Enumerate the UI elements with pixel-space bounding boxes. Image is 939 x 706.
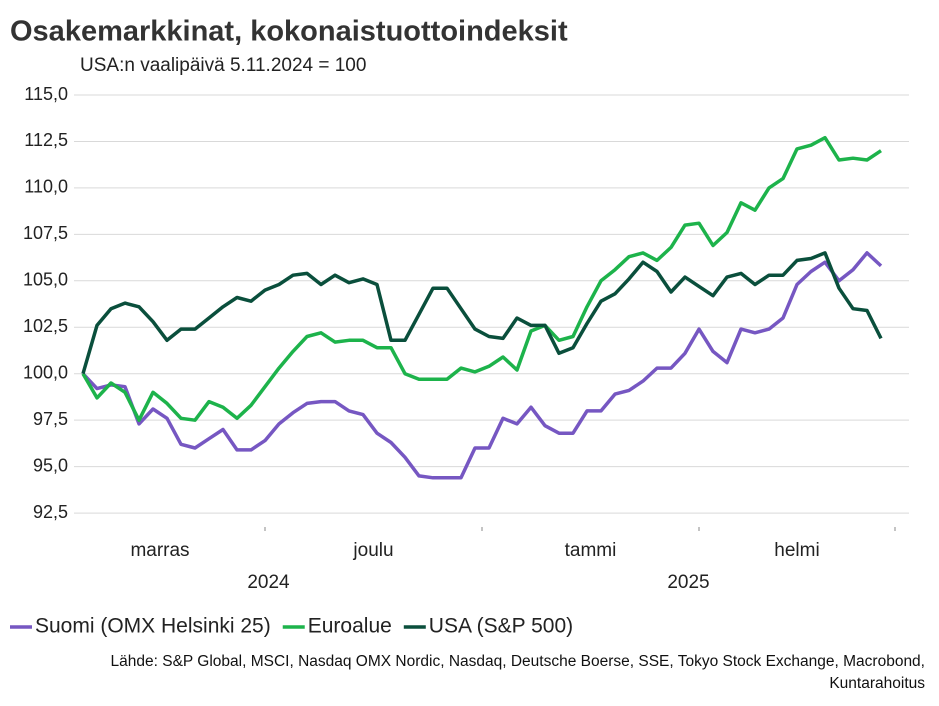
- y-tick-label: 112,5: [24, 130, 68, 150]
- legend-label: USA (S&P 500): [429, 615, 573, 638]
- year-label: 2024: [247, 572, 290, 593]
- year-label: 2025: [667, 572, 709, 593]
- y-tick-label: 92,5: [33, 502, 68, 522]
- source-note: Lähde: S&P Global, MSCI, Nasdaq OMX Nord…: [110, 653, 925, 692]
- series-line: [81, 135, 882, 422]
- y-tick-label: 102,5: [23, 316, 68, 336]
- chart-subtitle: USA:n vaalipäivä 5.11.2024 = 100: [80, 55, 366, 76]
- y-tick-label: 110,0: [24, 177, 68, 197]
- chart-title: Osakemarkkinat, kokonaistuottoindeksit: [10, 16, 568, 48]
- month-label: tammi: [565, 540, 617, 561]
- legend-label: Suomi (OMX Helsinki 25): [35, 615, 271, 638]
- month-label: helmi: [774, 540, 819, 561]
- y-tick-label: 107,5: [23, 223, 68, 243]
- legend-label: Euroalue: [308, 615, 392, 638]
- y-tick-label: 95,0: [33, 455, 68, 475]
- month-label: joulu: [352, 540, 393, 561]
- y-tick-label: 97,5: [33, 409, 68, 429]
- y-tick-label: 100,0: [23, 362, 68, 382]
- y-tick-label: 105,0: [23, 270, 68, 290]
- chart: Osakemarkkinat, kokonaistuottoindeksit U…: [10, 16, 909, 638]
- series-line: [81, 251, 883, 375]
- month-label: marras: [130, 540, 189, 561]
- y-tick-label: 115,0: [24, 84, 68, 104]
- series-line: [81, 251, 883, 480]
